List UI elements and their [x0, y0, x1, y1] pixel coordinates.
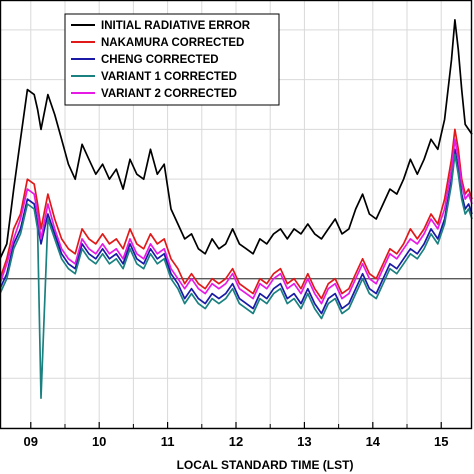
plot-frame	[0, 0, 473, 430]
x-axis-label: LOCAL STANDARD TIME (LST)	[177, 458, 354, 472]
x-tick-label: 10	[92, 434, 106, 449]
x-tick-label: 14	[366, 434, 381, 449]
series-layer	[0, 19, 473, 399]
legend-box	[64, 13, 280, 106]
series-line-1	[0, 19, 473, 260]
legend-entry-label: VARIANT 1 CORRECTED	[101, 71, 237, 83]
legend-entry-label: INITIAL RADIATIVE ERROR	[101, 20, 251, 32]
x-tick-label: 12	[229, 434, 243, 449]
x-tick-label: 11	[161, 434, 175, 449]
series-line-2	[0, 128, 473, 300]
axis-layer: 09 10 11 12 13 14 15	[0, 0, 473, 449]
x-tick-label: 15	[434, 434, 448, 449]
legend-entry-label: VARIANT 2 CORRECTED	[101, 88, 237, 100]
series-line-5	[0, 138, 473, 305]
x-tick-label: 13	[297, 434, 311, 449]
legend: INITIAL RADIATIVE ERROR NAKAMURA CORRECTE…	[64, 13, 280, 106]
series-line-4	[0, 153, 473, 399]
x-tick-label: 09	[24, 434, 38, 449]
legend-entry-label: NAKAMURA CORRECTED	[101, 37, 244, 49]
legend-entry-label: CHENG CORRECTED	[101, 54, 219, 66]
series-line-3	[0, 148, 473, 315]
